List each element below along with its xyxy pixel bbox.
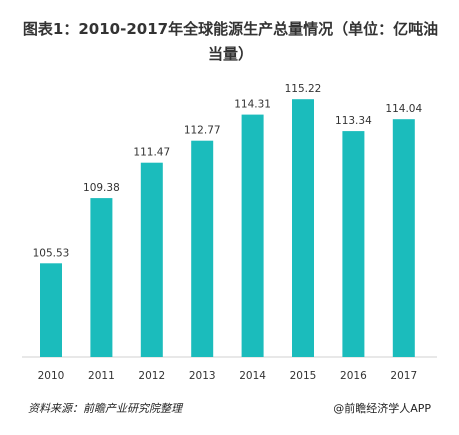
chart-title: 图表1：2010-2017年全球能源生产总量情况（单位：亿吨油当量） [22, 20, 439, 63]
x-tick-label-2016: 2016 [340, 370, 367, 382]
x-tick-label-2017: 2017 [390, 370, 417, 382]
bar-2015 [292, 99, 314, 357]
credit-watermark: @前瞻经济学人APP [333, 402, 431, 415]
bar-2011 [90, 198, 113, 357]
bars-group: 105.53 2010 109.38 2011 111.47 2012 112.77 2013… [33, 83, 423, 382]
x-tick-label-2014: 2014 [239, 370, 266, 382]
x-tick-label-2010: 2010 [38, 370, 65, 382]
data-label-2015: 115.22 [285, 83, 322, 95]
bar-2016 [342, 131, 365, 357]
bar-2013 [191, 140, 214, 357]
bar-2010 [40, 263, 62, 357]
data-label-2013: 112.77 [184, 125, 221, 137]
source-note: 资料来源：前瞻产业研究院整理 [28, 402, 182, 415]
x-tick-label-2015: 2015 [290, 370, 317, 382]
data-label-2016: 113.34 [335, 115, 372, 127]
data-label-2017: 114.04 [385, 103, 422, 115]
bar-2012 [140, 162, 163, 357]
data-label-2012: 111.47 [133, 147, 170, 159]
data-label-2014: 114.31 [234, 99, 271, 111]
bar-2014 [241, 114, 264, 357]
x-tick-label-2013: 2013 [189, 370, 216, 382]
data-label-2010: 105.53 [33, 247, 70, 259]
x-tick-label-2011: 2011 [88, 370, 115, 382]
bar-2017 [392, 119, 415, 357]
x-tick-label-2012: 2012 [138, 370, 165, 382]
data-label-2011: 109.38 [83, 182, 120, 194]
